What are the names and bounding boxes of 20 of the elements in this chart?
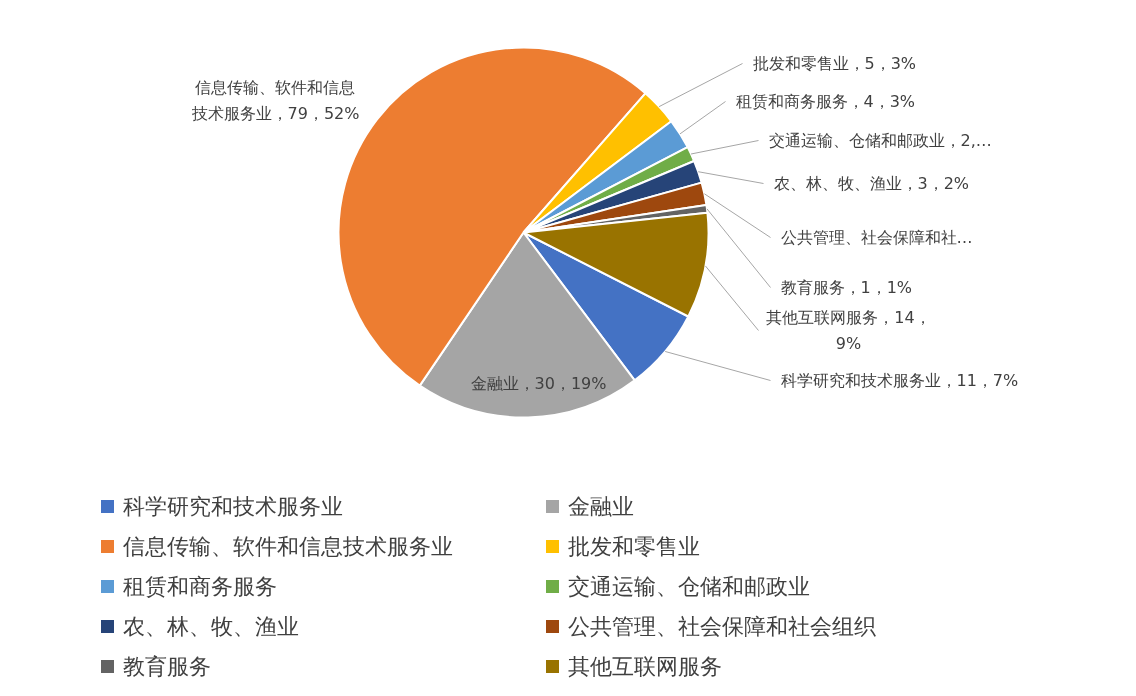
data-label: 交通运输、仓储和邮政业，2,… (768, 131, 992, 150)
legend-label: 租赁和商务服务 (122, 574, 277, 599)
data-label: 公共管理、社会保障和社… (780, 228, 973, 247)
legend-label: 信息传输、软件和信息技术服务业 (122, 534, 453, 559)
data-label: 农、林、牧、渔业，3，2% (773, 174, 970, 193)
legend-label: 其他互联网服务 (567, 654, 722, 679)
data-label: 其他互联网服务，14，9% (766, 307, 931, 354)
legend-label: 批发和零售业 (567, 534, 700, 559)
data-label: 批发和零售业，5，3% (752, 54, 917, 73)
legend-label: 交通运输、仓储和邮政业 (567, 574, 810, 599)
data-label: 金融业，30，19% (470, 374, 607, 393)
legend-label: 金融业 (567, 494, 634, 519)
legend-label: 科学研究和技术服务业 (122, 494, 343, 519)
data-label: 信息传输、软件和信息技术服务业，79，52% (190, 77, 360, 124)
legend-label: 农、林、牧、渔业 (122, 614, 299, 639)
legend-label: 公共管理、社会保障和社会组织 (567, 614, 876, 639)
data-label: 教育服务，1，1% (780, 278, 913, 297)
legend-label: 教育服务 (122, 654, 211, 679)
data-label: 租赁和商务服务，4，3% (735, 92, 916, 111)
data-label: 科学研究和技术服务业，11，7% (780, 371, 1019, 390)
